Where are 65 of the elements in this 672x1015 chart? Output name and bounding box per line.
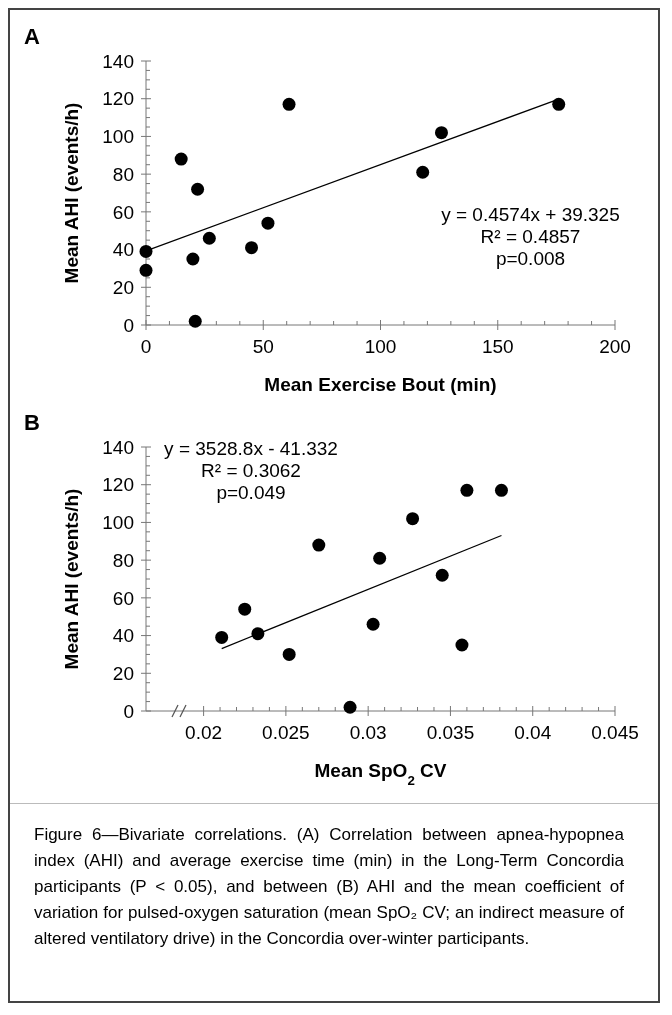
y-tick-label: 40 <box>112 625 134 647</box>
y-tick-label: 120 <box>102 88 134 110</box>
y-axis-title: Mean AHI (events/h) <box>61 102 82 284</box>
y-tick-label: 0 <box>123 700 134 722</box>
point <box>139 263 153 277</box>
annotation: p=0.049 <box>216 482 286 503</box>
point <box>238 602 252 616</box>
point <box>460 483 474 497</box>
x-tick-label: 50 <box>252 336 274 357</box>
y-tick-label: 60 <box>112 201 134 223</box>
point <box>215 630 229 644</box>
point <box>245 241 259 255</box>
y-tick-label: 80 <box>112 163 134 185</box>
annotation: y = 0.4574x + 39.325 <box>441 204 620 225</box>
y-tick-label: 80 <box>112 549 134 571</box>
y-axis-title: Mean AHI (events/h) <box>61 488 82 670</box>
y-tick-label: 20 <box>112 276 134 298</box>
point <box>282 97 296 111</box>
x-tick-label: 0 <box>140 336 152 357</box>
y-tick-label: 140 <box>102 50 134 72</box>
x-axis-title: Mean Exercise Bout (min) <box>264 374 497 395</box>
point <box>282 647 296 661</box>
point <box>186 252 200 266</box>
x-tick-label: 0.035 <box>426 722 475 743</box>
point <box>494 483 508 497</box>
point <box>434 126 448 140</box>
point <box>343 700 357 714</box>
y-tick-label: 60 <box>112 587 134 609</box>
point <box>202 231 216 245</box>
x-tick-label: 0.045 <box>591 722 639 743</box>
y-tick-label: 120 <box>102 474 134 496</box>
annotation: p=0.008 <box>495 248 566 269</box>
y-tick-label: 40 <box>112 239 134 261</box>
x-tick-label: 200 <box>599 336 631 357</box>
point <box>191 182 205 196</box>
annotation: R² = 0.4857 <box>480 226 581 247</box>
caption: Figure 6—Bivariate correlations. (A) Correlation between apnea-hypopnea index (AHI) and average exercise time (min) in the Long-Term Concordia participants (P < 0.05), and between (B) AHI and the mean coefficient of variation for pulsed-oxygen saturation (mean SpO₂ CV; an indirect measure of altered ventilatory drive) in the Concordia over-winter participants. <box>34 824 624 950</box>
chart-title: A <box>24 24 40 49</box>
point <box>435 568 449 582</box>
x-tick-label: 0.04 <box>514 722 552 743</box>
annotation: y = 3528.8x - 41.332 <box>164 438 338 459</box>
y-tick-label: 0 <box>123 314 134 336</box>
point <box>373 551 387 565</box>
point <box>455 638 469 652</box>
point <box>406 512 420 526</box>
y-tick-label: 100 <box>102 512 134 534</box>
point <box>416 165 430 179</box>
point <box>552 97 566 111</box>
x-tick-label: 0.025 <box>262 722 310 743</box>
point <box>312 538 326 552</box>
x-axis-title: Mean SpO$_{2}$ CV <box>314 760 447 788</box>
point <box>174 152 188 166</box>
x-tick-label: 0.03 <box>349 722 387 743</box>
x-tick-label: 0.02 <box>185 722 223 743</box>
point <box>366 617 380 631</box>
y-tick-label: 20 <box>112 662 134 684</box>
point <box>188 314 202 328</box>
point <box>261 216 275 230</box>
y-tick-label: 100 <box>102 126 134 148</box>
x-tick-label: 100 <box>364 336 397 357</box>
point <box>139 244 153 258</box>
chart-title: B <box>24 410 40 435</box>
annotation: R² = 0.3062 <box>201 460 301 481</box>
y-tick-label: 140 <box>102 436 134 458</box>
x-tick-label: 150 <box>481 336 514 357</box>
